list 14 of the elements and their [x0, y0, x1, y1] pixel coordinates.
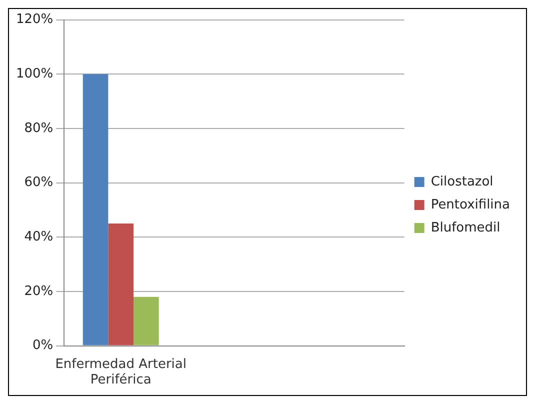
legend-label: Cilostazol — [430, 174, 494, 190]
y-tick-label: 20% — [24, 284, 54, 299]
x-tick-label: Enfermedad Arterial Periférica — [55, 356, 186, 388]
y-tick-label: 60% — [24, 175, 54, 190]
y-tick-label: 100% — [16, 66, 54, 82]
y-tick-label: 0% — [32, 338, 54, 354]
bar — [108, 224, 134, 346]
bar — [82, 74, 108, 346]
bar — [134, 296, 159, 346]
legend-label: Blufomedil — [430, 220, 500, 236]
y-tick-label: 40% — [24, 230, 54, 245]
legend-label: Pentoxifilina — [430, 197, 510, 212]
y-tick-label: 80% — [24, 120, 54, 136]
y-tick-label: 120% — [16, 12, 54, 28]
